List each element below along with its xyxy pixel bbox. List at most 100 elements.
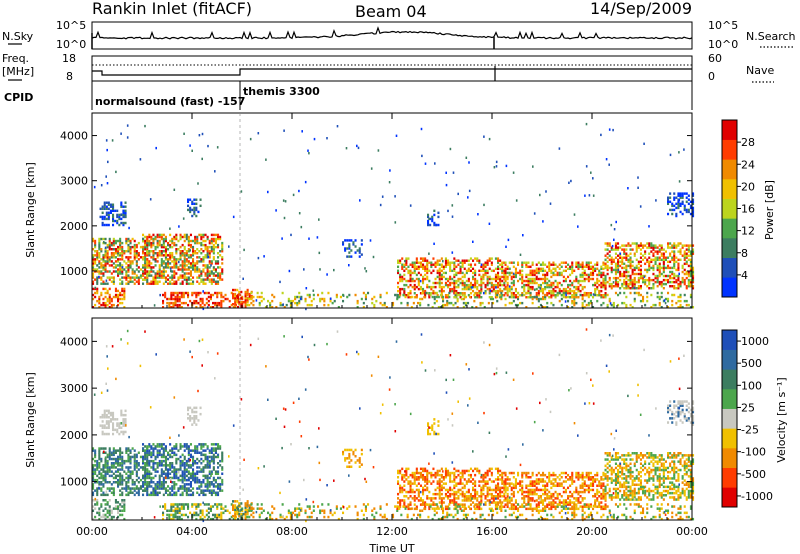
data-cell: [596, 281, 599, 285]
data-cell: [195, 406, 198, 410]
data-cell: [596, 277, 599, 281]
data-cell: [283, 306, 286, 309]
data-cell: [158, 483, 161, 486]
data-cell: [171, 245, 174, 249]
data-cell: [675, 287, 678, 290]
data-cell: [98, 266, 101, 269]
data-cell: [139, 455, 142, 459]
data-cell: [692, 198, 695, 201]
data-cell: [683, 268, 686, 272]
data-cell: [569, 265, 572, 269]
data-cell: [189, 243, 192, 247]
data-cell: [156, 239, 159, 243]
data-cell: [114, 501, 117, 504]
data-cell: [550, 285, 553, 289]
data-cell: [94, 258, 97, 261]
data-cell: [396, 293, 399, 297]
data-cell: [294, 297, 297, 301]
data-cell: [476, 287, 479, 291]
data-cell: [564, 261, 567, 264]
data-cell: [529, 279, 532, 283]
data-cell: [209, 505, 212, 508]
data-cell: [426, 497, 429, 500]
data-cell: [118, 422, 121, 425]
data-cell: [512, 294, 515, 297]
data-cell: [401, 478, 404, 481]
colorbar-swatch: [722, 277, 737, 298]
data-cell: [461, 287, 464, 291]
data-cell: [104, 237, 107, 241]
data-cell: [175, 447, 178, 450]
data-cell: [521, 285, 524, 289]
data-cell: [496, 299, 499, 303]
data-cell: [635, 248, 638, 251]
data-cell: [146, 276, 149, 279]
data-cell: [156, 481, 159, 484]
data-cell: [129, 264, 132, 267]
data-cell: [652, 266, 655, 270]
data-cell: [534, 288, 536, 291]
data-cell: [100, 476, 103, 480]
data-cell: [191, 505, 194, 508]
data-cell: [198, 478, 201, 482]
data-cell: [171, 470, 174, 473]
data-cell: [453, 281, 456, 285]
data-cell: [399, 505, 402, 508]
data-cell: [401, 277, 404, 281]
data-cell: [208, 266, 211, 269]
data-cell: [403, 289, 406, 293]
data-cell: [158, 252, 161, 255]
data-cell: [304, 299, 307, 303]
data-cell: [318, 251, 321, 255]
data-cell: [129, 449, 132, 452]
data-cell: [100, 457, 103, 461]
data-cell: [658, 266, 661, 270]
data-cell: [181, 268, 184, 271]
data-cell: [652, 278, 655, 282]
data-cell: [202, 453, 205, 457]
data-cell: [467, 267, 470, 271]
data-cell: [323, 297, 326, 301]
data-cell: [289, 301, 292, 305]
data-cell: [169, 466, 172, 469]
data-cell: [224, 505, 227, 508]
data-cell: [154, 447, 157, 450]
data-cell: [679, 242, 682, 245]
data-cell: [175, 252, 178, 255]
data-cell: [108, 447, 111, 450]
data-cell: [185, 487, 188, 490]
data-cell: [217, 455, 220, 459]
data-cell: [179, 493, 182, 497]
data-cell: [117, 295, 120, 299]
data-cell: [193, 212, 196, 216]
data-cell: [106, 462, 109, 465]
data-cell: [444, 257, 447, 260]
data-cell: [148, 266, 151, 269]
data-cell: [673, 272, 676, 276]
data-cell: [131, 280, 134, 283]
data-cell: [660, 285, 663, 288]
data-cell: [148, 274, 151, 277]
data-cell: [500, 297, 503, 301]
data-cell: [447, 285, 450, 289]
data-cell: [619, 270, 622, 274]
data-cell: [117, 248, 120, 251]
data-cell: [617, 264, 620, 268]
data-cell: [207, 303, 210, 307]
data-cell: [648, 264, 651, 268]
data-cell: [673, 256, 676, 259]
data-cell: [482, 263, 485, 266]
data-cell: [221, 478, 224, 482]
data-cell: [121, 245, 124, 249]
data-cell: [508, 285, 511, 288]
data-cell: [179, 459, 182, 463]
data-cell: [469, 269, 472, 273]
data-cell: [440, 263, 443, 266]
data-cell: [162, 493, 165, 497]
data-cell: [202, 280, 205, 283]
data-cell: [181, 252, 184, 255]
data-cell: [129, 470, 132, 473]
data-cell: [399, 488, 402, 492]
data-cell: [112, 515, 115, 519]
data-cell: [654, 276, 657, 280]
